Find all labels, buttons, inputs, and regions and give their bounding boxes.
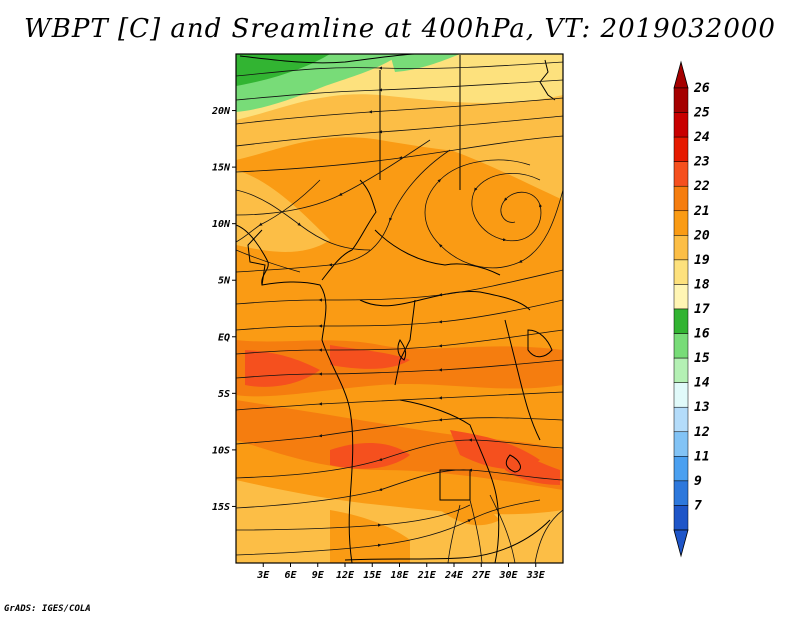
colorbar-swatch xyxy=(673,357,689,383)
colorbar-label: 25 xyxy=(693,106,710,121)
lon-tick-label: 15E xyxy=(363,570,382,581)
colorbar-label: 14 xyxy=(694,376,710,391)
lat-tick-label: 15N xyxy=(212,163,231,174)
wbpt-field xyxy=(236,54,563,563)
colorbar-swatch xyxy=(673,87,689,113)
lat-tick-label: 20N xyxy=(211,106,231,117)
colorbar-swatch xyxy=(673,136,689,162)
lon-tick-label: 6E xyxy=(284,570,297,581)
colorbar-swatch xyxy=(673,505,689,531)
colorbar-label: 12 xyxy=(694,425,710,440)
colorbar-label: 24 xyxy=(693,130,710,145)
colorbar-swatch xyxy=(673,112,689,138)
colorbar-label: 21 xyxy=(693,204,710,219)
lat-tick-label: 10S xyxy=(212,445,230,456)
colorbar-top-arrow xyxy=(673,60,689,89)
colorbar-label: 18 xyxy=(694,277,710,292)
lon-tick-label: 21E xyxy=(417,570,437,581)
colorbar-swatch xyxy=(673,259,689,285)
colorbar-label: 23 xyxy=(693,155,710,170)
colorbar-bottom-arrow xyxy=(673,529,689,558)
lon-tick-label: 30E xyxy=(498,570,518,581)
colorbar-swatch xyxy=(673,235,689,261)
colorbar: 26 25 24 23 22 21 20 19 18 17 16 15 14 13 12 11 9 7 xyxy=(673,60,710,558)
colorbar-label: 22 xyxy=(693,179,710,194)
colorbar-label: 13 xyxy=(694,400,710,415)
colorbar-swatch xyxy=(673,333,689,359)
lon-tick-label: 18E xyxy=(390,570,409,581)
colorbar-swatch xyxy=(673,406,689,433)
lat-tick-label: EQ xyxy=(218,332,230,343)
colorbar-label: 20 xyxy=(693,228,710,243)
colorbar-swatch xyxy=(673,210,689,236)
lon-tick-label: 27E xyxy=(471,570,491,581)
lon-tick-label: 9E xyxy=(312,570,325,581)
colorbar-label: 11 xyxy=(694,449,710,464)
colorbar-label: 16 xyxy=(694,327,710,342)
map-title: WBPT [C] and Sreamline at 400hPa, VT: 20… xyxy=(24,14,776,44)
colorbar-label: 19 xyxy=(694,253,710,268)
colorbar-swatch xyxy=(673,185,689,212)
colorbar-swatch xyxy=(673,456,689,482)
colorbar-swatch xyxy=(673,161,689,187)
longitude-axis: 3E 6E 9E 12E 15E 18E 21E 24E 27E 30E 33E xyxy=(256,563,546,581)
colorbar-label: 17 xyxy=(694,302,710,317)
colorbar-label: 15 xyxy=(694,351,710,366)
grads-credit: GrADS: IGES/COLA xyxy=(4,604,91,614)
colorbar-label: 9 xyxy=(694,474,702,489)
lon-tick-label: 12E xyxy=(336,570,355,581)
colorbar-swatch xyxy=(673,308,689,334)
lon-tick-label: 3E xyxy=(256,570,270,581)
colorbar-swatch xyxy=(673,284,689,310)
colorbar-swatch xyxy=(673,382,689,408)
lat-tick-label: 10N xyxy=(212,219,231,230)
lon-tick-label: 33E xyxy=(526,570,546,581)
colorbar-swatch xyxy=(673,480,689,506)
colorbar-label: 7 xyxy=(694,498,702,513)
latitude-axis: 20N 15N 10N 5N EQ 5S 10S 15S xyxy=(211,106,236,513)
lat-tick-label: 5S xyxy=(218,389,230,400)
lat-tick-label: 15S xyxy=(212,502,230,513)
colorbar-label: 26 xyxy=(693,81,710,96)
lon-tick-label: 24E xyxy=(444,570,464,581)
lat-tick-label: 5N xyxy=(218,276,231,287)
colorbar-swatch xyxy=(673,431,689,457)
